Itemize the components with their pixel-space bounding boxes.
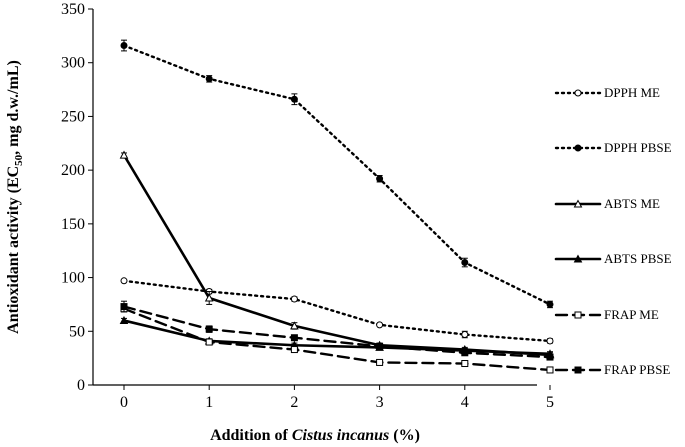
data-point: [205, 338, 213, 346]
data-point: [290, 95, 298, 103]
legend-label: FRAP PBSE: [604, 362, 670, 377]
data-point: [376, 342, 384, 350]
legend-swatch-marker: [573, 254, 583, 263]
series-abts-me: [119, 150, 555, 359]
data-point: [204, 293, 214, 302]
legend-swatch-marker: [574, 366, 582, 374]
y-axis-title: Antioxidant activity (EC50, mg d.w./mL): [5, 60, 25, 334]
series-line: [122, 279, 552, 343]
legend-swatch-marker: [574, 89, 582, 97]
y-tick-label: 300: [61, 55, 85, 72]
series-line: [122, 153, 552, 357]
y-tick-label: 250: [61, 108, 85, 125]
y-axis-title-subscript: 50: [13, 154, 25, 166]
legend-item: DPPH PBSE: [554, 140, 672, 155]
data-point: [120, 277, 128, 285]
x-tick-label: 1: [205, 394, 213, 411]
data-point: [546, 337, 554, 345]
x-axis-title: Addition of Cistus incanus (%): [210, 427, 420, 444]
legend-label: FRAP ME: [604, 307, 659, 322]
legend-item: FRAP PBSE: [554, 362, 670, 377]
data-point: [376, 175, 384, 183]
legend-label: DPPH PBSE: [604, 140, 672, 155]
series-dpph-pbse: [120, 39, 554, 309]
data-point: [461, 360, 469, 368]
legend-item: FRAP ME: [554, 307, 659, 322]
data-point: [119, 150, 129, 159]
series-line: [122, 307, 552, 372]
legend-item: ABTS ME: [554, 196, 660, 211]
data-point: [290, 295, 298, 303]
data-point: [376, 321, 384, 329]
data-point: [119, 315, 129, 325]
y-axis-title-suffix: , mg d.w./mL): [5, 60, 22, 155]
data-point: [120, 303, 128, 311]
data-point: [205, 325, 213, 333]
legend-label: DPPH ME: [604, 85, 660, 100]
y-tick-label: 50: [69, 323, 85, 340]
x-tick-label: 4: [461, 394, 469, 411]
y-tick-label: 100: [61, 270, 85, 287]
legend-swatch-marker: [573, 199, 583, 208]
data-point: [461, 259, 469, 267]
series-layer: [119, 39, 555, 374]
y-tick-label: 350: [61, 1, 85, 18]
legend-swatch-marker: [574, 311, 582, 319]
series-frap-me: [120, 305, 554, 374]
x-axis-title-italic: Cistus incanus: [292, 427, 389, 444]
x-tick-label: 3: [376, 394, 384, 411]
series-frap-pbse: [120, 300, 554, 361]
legend: DPPH ME DPPH PBSE ABTS ME ABTS PBSE FRAP ME F…: [554, 85, 672, 377]
data-point: [120, 42, 128, 50]
y-tick-label: 0: [77, 377, 85, 394]
series-abts-pbse: [119, 315, 555, 358]
data-point: [546, 300, 554, 308]
x-axis-title-suffix: (%): [389, 427, 420, 444]
y-axis-title-prefix: Antioxidant activity (EC: [5, 166, 22, 334]
y-tick-label: 200: [61, 162, 85, 179]
data-point: [546, 353, 554, 361]
data-point: [546, 366, 554, 374]
legend-item: DPPH ME: [554, 85, 660, 100]
series-line: [122, 305, 552, 359]
data-point: [290, 321, 299, 330]
data-point: [461, 349, 469, 357]
data-point: [290, 334, 298, 342]
data-point: [376, 358, 384, 366]
x-tick-label: 2: [290, 394, 298, 411]
data-point: [461, 331, 469, 339]
series-line: [122, 44, 552, 306]
data-point: [205, 75, 213, 83]
x-tick-label: 0: [120, 394, 128, 411]
x-tick-label: 5: [546, 394, 554, 411]
legend-swatch-marker: [574, 144, 582, 152]
x-axis-title-prefix: Addition of: [210, 427, 292, 444]
y-tick-label: 150: [61, 216, 85, 233]
legend-item: ABTS PBSE: [554, 251, 672, 266]
legend-label: ABTS ME: [604, 196, 660, 211]
data-point: [290, 346, 298, 354]
axes: 0 50 100 150 200 250 300 350 0 1 2 3 4 5: [61, 1, 554, 411]
legend-label: ABTS PBSE: [604, 251, 672, 266]
